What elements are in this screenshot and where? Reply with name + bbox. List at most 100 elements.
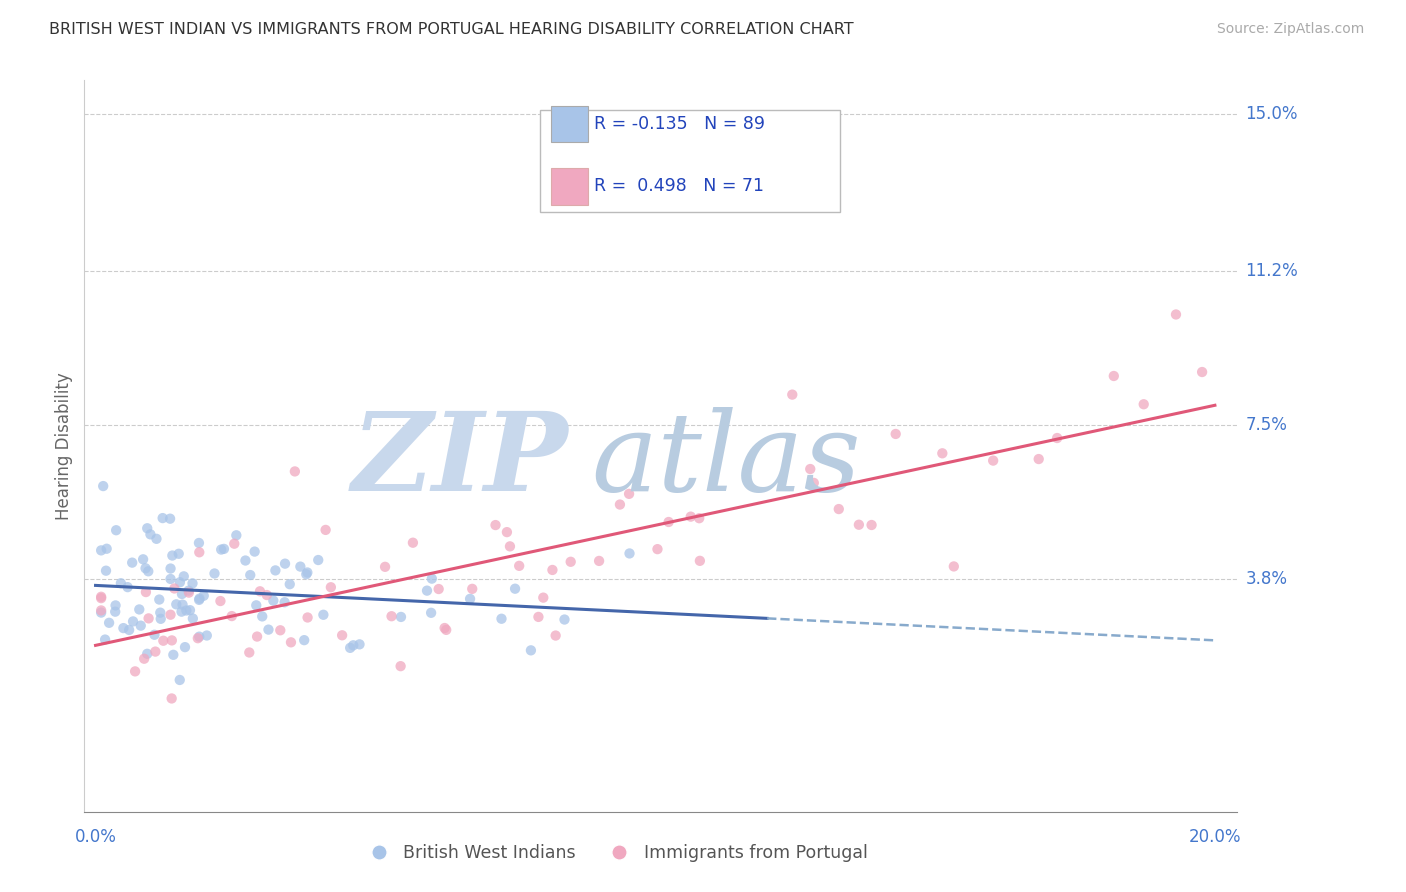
Point — [152, 633, 174, 648]
Point — [848, 517, 870, 532]
Point — [252, 609, 274, 624]
Point — [118, 623, 141, 637]
Point — [204, 566, 226, 581]
Point — [647, 542, 669, 557]
Point — [188, 593, 211, 607]
Point — [238, 645, 260, 659]
Point — [588, 554, 610, 568]
Point — [160, 633, 183, 648]
Text: 15.0%: 15.0% — [1246, 104, 1298, 122]
Text: atlas: atlas — [592, 407, 862, 515]
Point — [284, 465, 307, 479]
Point — [433, 621, 456, 635]
Point — [257, 623, 280, 637]
Point — [1046, 431, 1069, 445]
Point — [221, 609, 243, 624]
Point — [179, 603, 201, 617]
Point — [159, 561, 181, 575]
Point — [374, 559, 396, 574]
Point — [173, 569, 195, 583]
Point — [461, 582, 484, 596]
Point — [174, 640, 197, 654]
Point — [402, 535, 425, 549]
Point — [117, 580, 139, 594]
Point — [169, 673, 191, 687]
Point — [541, 563, 564, 577]
Point — [503, 582, 526, 596]
Point — [94, 632, 117, 647]
Point — [134, 651, 156, 665]
Point — [262, 593, 284, 607]
Point — [136, 564, 159, 578]
FancyBboxPatch shape — [551, 106, 588, 143]
Point — [780, 387, 803, 401]
Point — [128, 602, 150, 616]
Text: 11.2%: 11.2% — [1246, 262, 1298, 280]
Point — [187, 631, 209, 645]
Point — [1164, 308, 1187, 322]
Point — [112, 621, 135, 635]
Point — [274, 557, 297, 571]
Point — [416, 583, 439, 598]
Point — [420, 572, 443, 586]
Point — [330, 628, 353, 642]
Point — [319, 580, 342, 594]
Point — [884, 426, 907, 441]
Point — [434, 623, 457, 637]
Point — [143, 628, 166, 642]
Point — [269, 624, 291, 638]
Point — [159, 607, 181, 622]
Point — [339, 640, 361, 655]
Point — [799, 462, 821, 476]
Point — [290, 559, 312, 574]
Point — [803, 475, 825, 490]
Point — [245, 599, 267, 613]
Point — [292, 633, 315, 648]
Point — [243, 544, 266, 558]
Point — [484, 518, 506, 533]
Point — [1132, 397, 1154, 411]
Point — [981, 453, 1004, 467]
Point — [246, 630, 269, 644]
Point — [297, 610, 319, 624]
Point — [132, 552, 155, 566]
Point — [90, 543, 112, 558]
Point — [181, 611, 204, 625]
Text: Source: ZipAtlas.com: Source: ZipAtlas.com — [1216, 22, 1364, 37]
Point — [256, 588, 278, 602]
Point — [188, 591, 211, 606]
Point — [91, 479, 114, 493]
Point — [177, 585, 200, 599]
Point — [148, 592, 170, 607]
Point — [249, 584, 271, 599]
Point — [172, 598, 194, 612]
Point — [297, 566, 319, 580]
Point — [315, 523, 337, 537]
Point — [349, 637, 371, 651]
Point — [679, 509, 702, 524]
Point — [105, 523, 128, 537]
Point — [278, 577, 301, 591]
Point — [658, 515, 681, 529]
Point — [188, 630, 211, 644]
Point — [138, 611, 160, 625]
Point — [188, 545, 211, 559]
Point — [828, 502, 851, 516]
Point — [163, 582, 186, 596]
Text: BRITISH WEST INDIAN VS IMMIGRANTS FROM PORTUGAL HEARING DISABILITY CORRELATION C: BRITISH WEST INDIAN VS IMMIGRANTS FROM P… — [49, 22, 853, 37]
Point — [239, 568, 262, 582]
Point — [124, 665, 146, 679]
Point — [169, 575, 191, 590]
Point — [212, 541, 235, 556]
Point — [860, 518, 883, 533]
Point — [496, 525, 519, 540]
Point — [942, 559, 965, 574]
Point — [295, 567, 318, 582]
Text: 7.5%: 7.5% — [1246, 417, 1288, 434]
Point — [104, 605, 127, 619]
Point — [129, 618, 152, 632]
Point — [931, 446, 953, 460]
Text: R =  0.498   N = 71: R = 0.498 N = 71 — [593, 178, 763, 195]
Text: 0.0%: 0.0% — [75, 829, 117, 847]
Point — [136, 647, 159, 661]
